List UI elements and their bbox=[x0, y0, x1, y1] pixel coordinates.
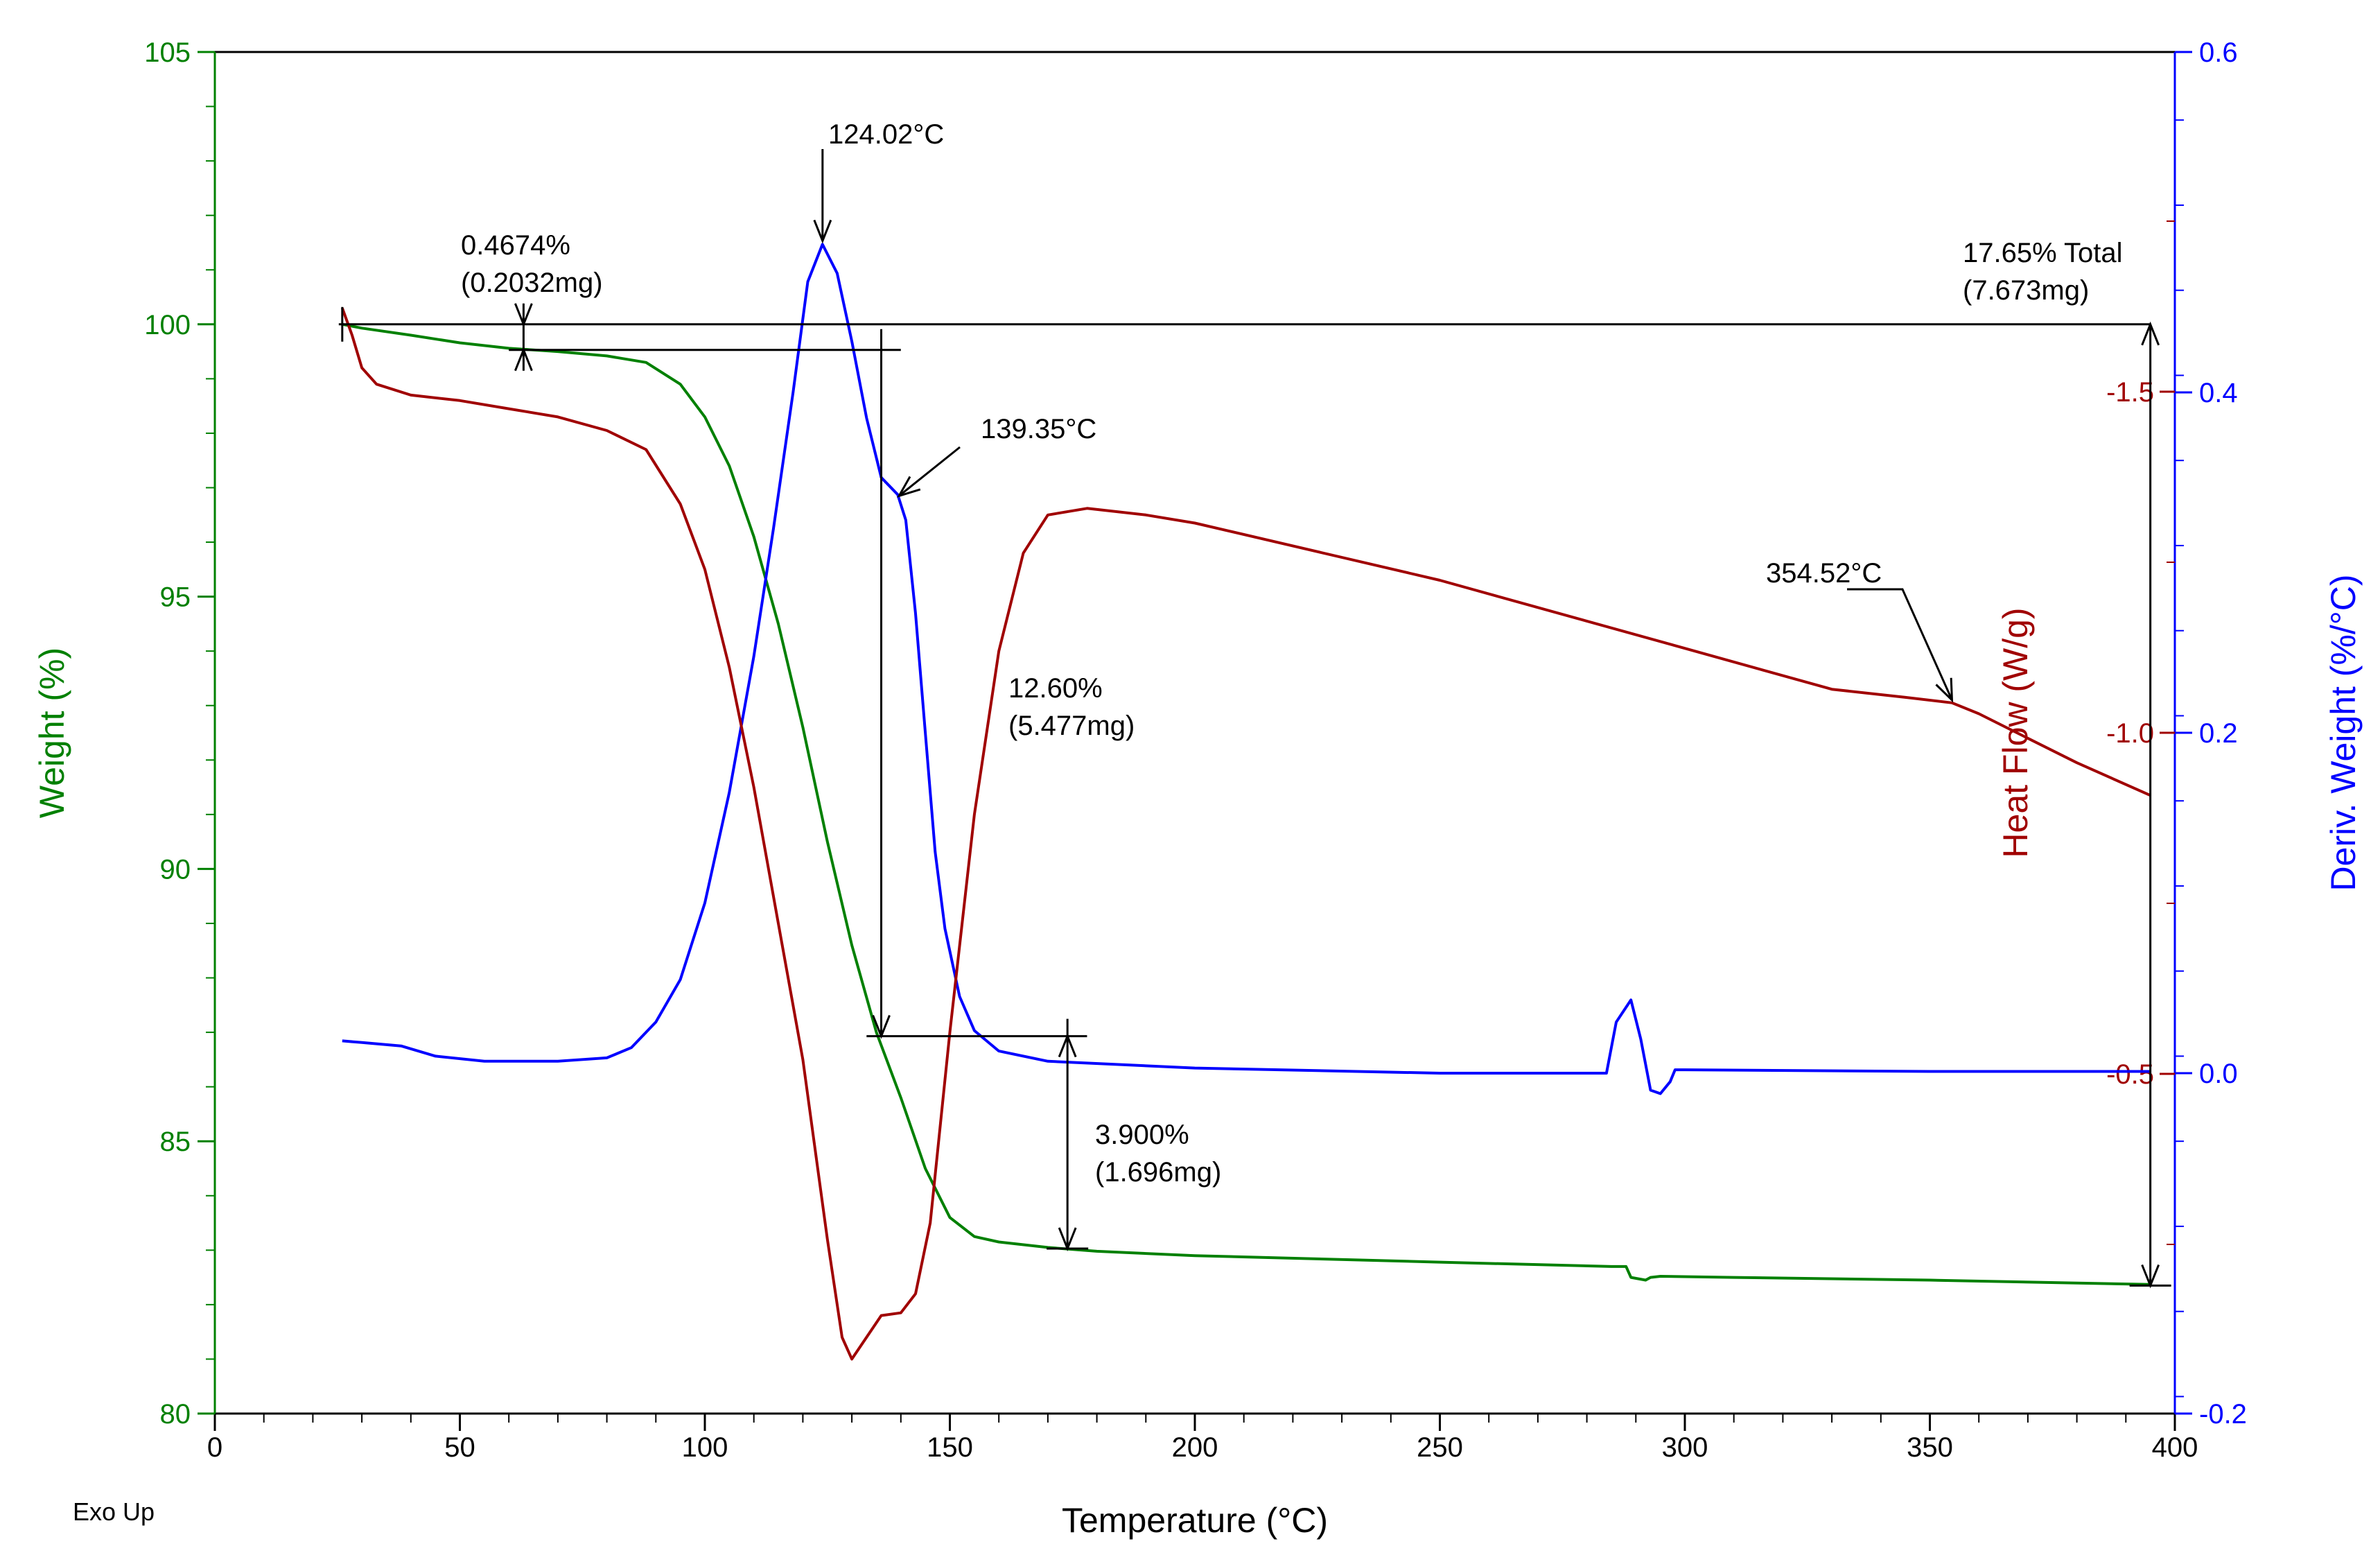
annotation-layer: 0.4674% (0.2032mg) 12.60% (5.477mg) 3.900% (1… bbox=[338, 119, 2171, 1289]
deriv-tick-label: -0.2 bbox=[2199, 1399, 2247, 1430]
weight-tick-label: 100 bbox=[144, 310, 191, 340]
step1-arrow-top bbox=[514, 303, 533, 327]
x-tick-label: 100 bbox=[682, 1432, 728, 1463]
deriv-tick-label: 0.6 bbox=[2199, 37, 2238, 68]
total-arrow-top bbox=[2141, 321, 2160, 346]
weight-line bbox=[342, 322, 2151, 1286]
shoulder-temp-label: 139.35°C bbox=[981, 414, 1096, 444]
deriv-tick-label: 0.2 bbox=[2199, 718, 2238, 749]
weight-tick-label: 85 bbox=[160, 1127, 191, 1157]
x-tick-label: 200 bbox=[1172, 1432, 1218, 1463]
deriv-axis-title: Deriv. Weight (%/°C) bbox=[2324, 574, 2363, 891]
deriv-tick-label: 0.4 bbox=[2199, 378, 2238, 408]
weight-tick-label: 90 bbox=[160, 854, 191, 885]
weight-tick-label: 95 bbox=[160, 582, 191, 613]
onset-temp-label: 354.52°C bbox=[1766, 558, 1882, 589]
shoulder-callout-line bbox=[898, 446, 961, 497]
x-tick-label: 400 bbox=[2152, 1432, 2198, 1463]
x-tick-label: 250 bbox=[1417, 1432, 1463, 1463]
total-mass-label: (7.673mg) bbox=[1963, 275, 2089, 306]
exo-up-label: Exo Up bbox=[73, 1497, 155, 1526]
total-percent-label: 17.65% Total bbox=[1963, 238, 2123, 268]
x-tick-label: 350 bbox=[1907, 1432, 1953, 1463]
step1-mass-label: (0.2032mg) bbox=[461, 268, 603, 298]
x-tick-label: 0 bbox=[207, 1432, 222, 1463]
ticks-layer: 0 50 100 150 200 250 300 350 400 80 85 90 95 100 105 -0… bbox=[144, 37, 2247, 1463]
onset-callout-line bbox=[1847, 588, 1953, 701]
series-layer bbox=[340, 243, 2151, 1361]
step2-mass-label: (5.477mg) bbox=[1008, 711, 1135, 741]
step3-arrow-top bbox=[1058, 1033, 1077, 1058]
deriv-tick-label: 0.0 bbox=[2199, 1059, 2238, 1089]
x-axis-title: Temperature (°C) bbox=[1062, 1501, 1328, 1540]
step3-mass-label: (1.696mg) bbox=[1095, 1157, 1221, 1188]
deriv-weight-line bbox=[342, 243, 2151, 1095]
peak-callout-arrow bbox=[813, 219, 832, 244]
onset-callout-arrow bbox=[1935, 677, 1954, 703]
x-tick-label: 300 bbox=[1662, 1432, 1708, 1463]
step1-percent-label: 0.4674% bbox=[461, 230, 570, 261]
x-tick-label: 150 bbox=[927, 1432, 973, 1463]
weight-tick-label: 105 bbox=[144, 37, 191, 68]
heatflow-tick-label: -0.5 bbox=[2106, 1059, 2154, 1090]
peak-temp-label: 124.02°C bbox=[828, 119, 944, 150]
heatflow-axis-title: Heat Flow (W/g) bbox=[1996, 607, 2035, 858]
x-tick-label: 50 bbox=[444, 1432, 475, 1463]
weight-tick-label: 80 bbox=[160, 1399, 191, 1430]
heatflow-tick-label: -1.0 bbox=[2106, 718, 2154, 749]
shoulder-callout-arrow bbox=[897, 476, 921, 498]
weight-axis-title: Weight (%) bbox=[33, 648, 71, 818]
step1-arrow-bottom bbox=[514, 347, 533, 372]
heat-flow-line bbox=[340, 307, 2151, 1361]
heatflow-tick-label: -1.5 bbox=[2106, 377, 2154, 408]
step2-percent-label: 12.60% bbox=[1008, 673, 1103, 704]
step3-percent-label: 3.900% bbox=[1095, 1120, 1189, 1150]
